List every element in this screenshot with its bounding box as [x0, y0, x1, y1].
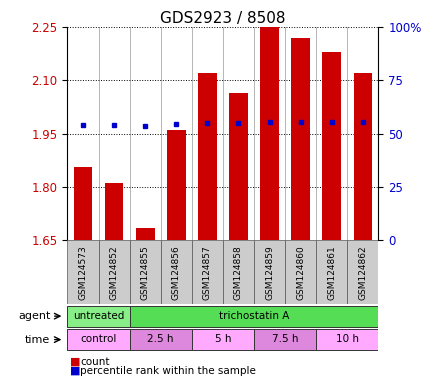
Bar [346, 240, 378, 305]
Text: GSM124856: GSM124856 [171, 245, 181, 300]
Title: GDS2923 / 8508: GDS2923 / 8508 [160, 11, 285, 26]
Text: 10 h: 10 h [335, 334, 358, 344]
Text: ■: ■ [69, 357, 80, 367]
Bar [229, 93, 247, 240]
Bar [67, 329, 129, 350]
Text: GSM124861: GSM124861 [326, 245, 335, 300]
Bar [105, 184, 123, 240]
Bar [353, 73, 372, 240]
Bar [253, 329, 316, 350]
Text: GSM124858: GSM124858 [233, 245, 243, 300]
Bar [129, 306, 378, 327]
Bar [253, 240, 285, 305]
Text: GSM124862: GSM124862 [358, 245, 367, 300]
Text: percentile rank within the sample: percentile rank within the sample [80, 366, 256, 376]
Bar [260, 27, 278, 240]
Bar [67, 306, 129, 327]
Text: agent: agent [18, 311, 50, 321]
Bar [67, 240, 98, 305]
Text: GSM124852: GSM124852 [109, 245, 118, 300]
Text: GSM124857: GSM124857 [202, 245, 211, 300]
Text: GSM124860: GSM124860 [296, 245, 305, 300]
Bar [73, 167, 92, 240]
Text: GSM124855: GSM124855 [140, 245, 149, 300]
Text: 2.5 h: 2.5 h [147, 334, 174, 344]
Bar [191, 240, 223, 305]
Bar [167, 130, 185, 240]
Bar [129, 329, 191, 350]
Bar [191, 329, 253, 350]
Bar [285, 240, 316, 305]
Bar [316, 329, 378, 350]
Text: trichostatin A: trichostatin A [218, 311, 289, 321]
Text: count: count [80, 357, 110, 367]
Text: ■: ■ [69, 366, 80, 376]
Bar [197, 73, 216, 240]
Text: untreated: untreated [72, 311, 124, 321]
Text: time: time [25, 334, 50, 344]
Text: GSM124859: GSM124859 [264, 245, 273, 300]
Text: 7.5 h: 7.5 h [271, 334, 298, 344]
Bar [161, 240, 191, 305]
Bar [222, 240, 253, 305]
Bar [129, 240, 161, 305]
Bar [291, 38, 309, 240]
Text: control: control [80, 334, 116, 344]
Bar [135, 228, 154, 240]
Text: 5 h: 5 h [214, 334, 230, 344]
Bar [322, 52, 340, 240]
Text: GSM124573: GSM124573 [78, 245, 87, 300]
Bar [316, 240, 347, 305]
Bar [98, 240, 129, 305]
